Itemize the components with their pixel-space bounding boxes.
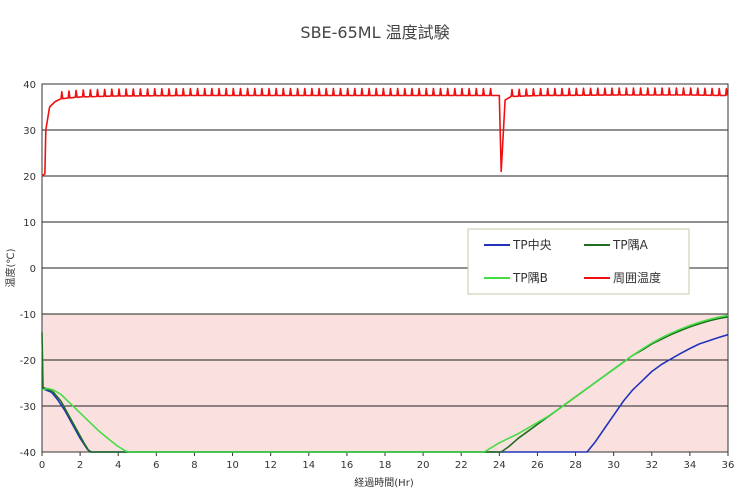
y-tick-label: 30 [23, 126, 36, 137]
x-tick-label: 2 [77, 460, 83, 471]
x-tick-label: 14 [302, 460, 315, 471]
legend-label: TP中央 [512, 237, 552, 252]
x-tick-label: 20 [417, 460, 430, 471]
x-tick-label: 4 [115, 460, 121, 471]
alarm-band [41, 313, 729, 453]
x-tick-label: 36 [722, 460, 735, 471]
y-tick-label: -10 [20, 310, 36, 321]
series-line-2 [41, 314, 729, 453]
series-line-0 [41, 333, 729, 453]
legend: TP中央 TP隅A TP隅B 周囲温度 [467, 228, 690, 295]
chart-title: SBE-65ML 温度試験 [300, 23, 449, 42]
x-tick-label: 16 [341, 460, 354, 471]
series-lines [41, 87, 729, 453]
x-tick-label: 28 [569, 460, 582, 471]
x-tick-label: 18 [379, 460, 392, 471]
x-tick-label: 24 [493, 460, 506, 471]
y-tick-label: -40 [20, 448, 36, 459]
legend-label: TP隅A [612, 238, 649, 252]
series-line-3 [41, 87, 729, 177]
x-tick-label: 26 [531, 460, 544, 471]
x-tick-label: 22 [455, 460, 468, 471]
y-tick-label: -30 [20, 402, 36, 413]
y-tick-label: 40 [23, 80, 36, 91]
x-tick-label: 10 [226, 460, 239, 471]
y-tick-label: 10 [23, 218, 36, 229]
x-tick-label: 6 [153, 460, 159, 471]
legend-label: TP隅B [512, 271, 548, 285]
x-tick-label: 34 [684, 460, 697, 471]
x-tick-label: 32 [645, 460, 658, 471]
x-axis-label: 経過時間(Hr) [354, 476, 414, 489]
x-axis: 0 2 4 6 8 10 12 14 16 18 20 22 24 26 28 30 32 34 36 [39, 452, 735, 471]
x-tick-label: 8 [191, 460, 197, 471]
legend-label: 周囲温度 [613, 270, 661, 285]
y-axis: 40 30 20 10 0 -10 -20 -30 -40 [20, 80, 36, 459]
y-tick-label: -20 [20, 356, 36, 367]
x-tick-label: 12 [264, 460, 277, 471]
y-tick-label: 20 [23, 172, 36, 183]
y-tick-label: 0 [30, 264, 36, 275]
x-tick-label: 30 [607, 460, 620, 471]
x-tick-label: 0 [39, 460, 45, 471]
y-axis-label: 温度(℃) [4, 248, 17, 287]
legend-box [467, 228, 690, 295]
